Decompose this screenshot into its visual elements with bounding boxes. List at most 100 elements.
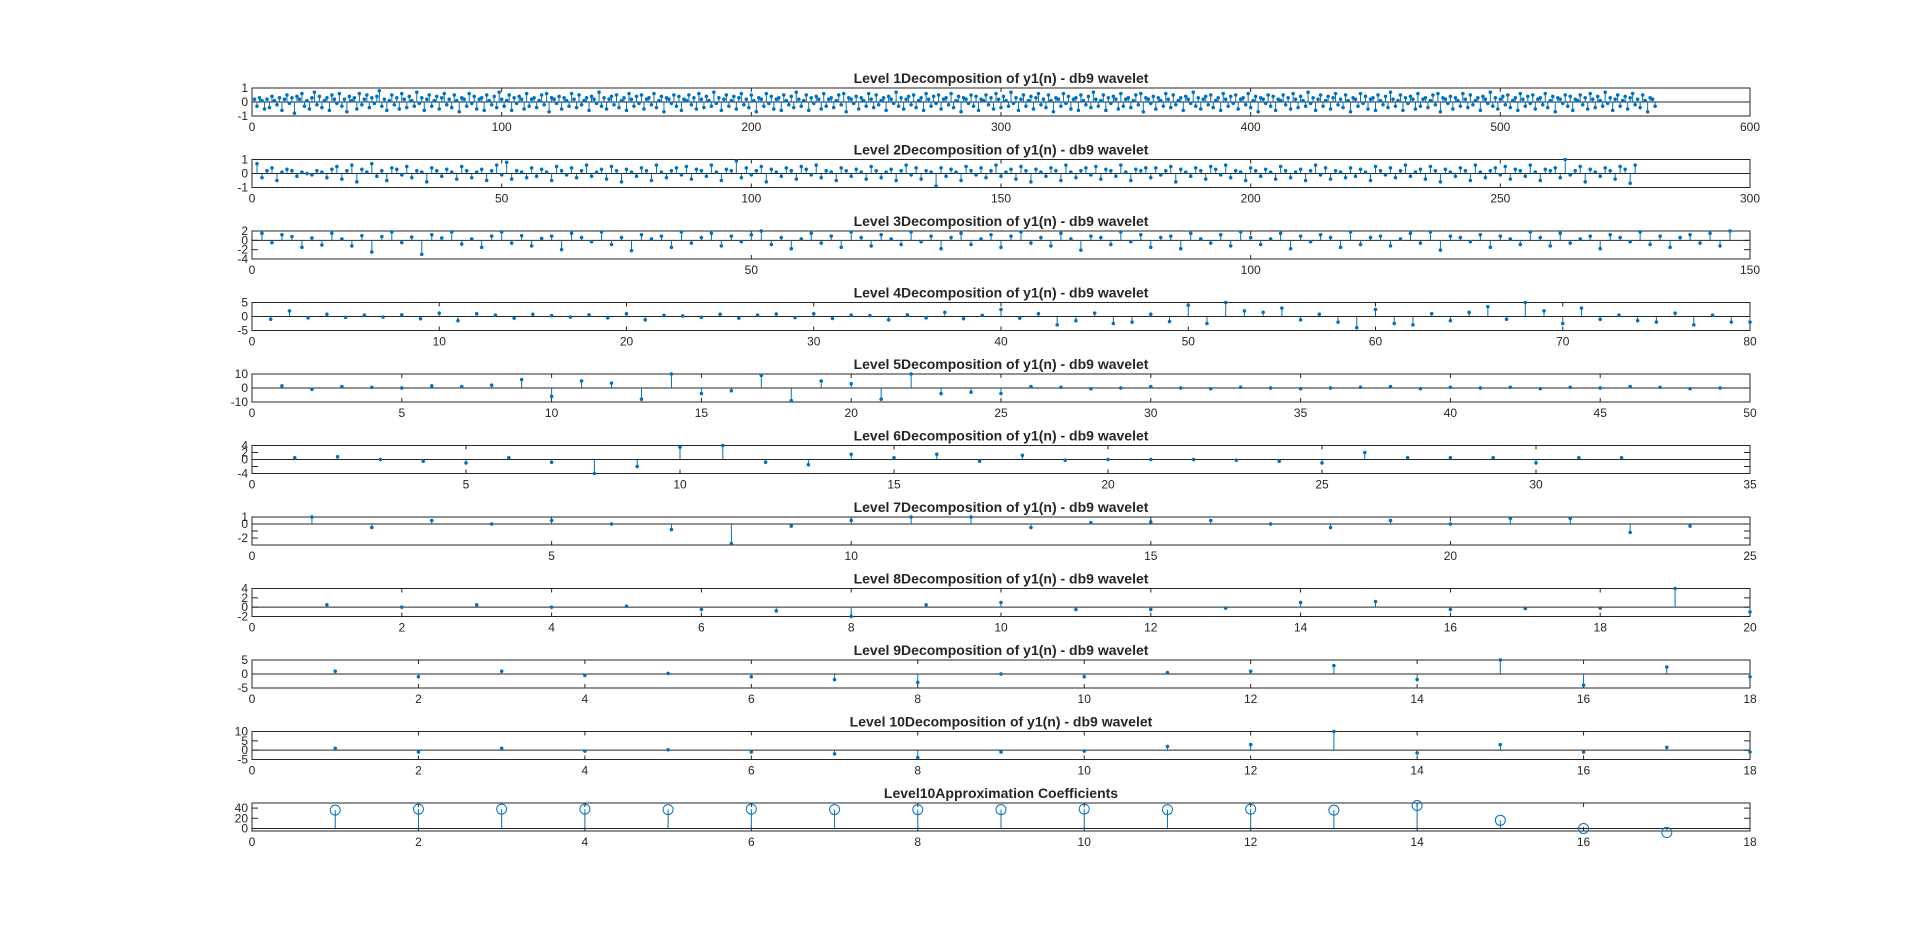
stem-marker (1024, 168, 1028, 173)
stem-marker (1648, 242, 1652, 247)
subplot-11: Level10Approximation Coefficients 0 2 4 6 8 10… (235, 785, 1757, 849)
stem-marker (672, 93, 676, 97)
x-tick-label: 100 (1241, 263, 1261, 277)
stem-marker (327, 108, 332, 113)
stem-marker (789, 168, 794, 173)
stem-marker (1161, 104, 1166, 109)
stem-marker (1508, 177, 1513, 181)
stem-marker (1392, 321, 1397, 326)
stem-marker (949, 167, 953, 172)
stem-marker (1748, 750, 1752, 754)
stem-marker (554, 101, 559, 106)
stem-marker (836, 93, 841, 97)
stem-marker (399, 240, 404, 245)
stem-marker (934, 452, 939, 457)
stem-marker (1228, 244, 1233, 248)
stem-marker (612, 102, 616, 107)
stem-marker (1545, 105, 1550, 110)
stem-marker (1148, 245, 1153, 250)
stem-marker (999, 600, 1003, 605)
stem-marker (779, 235, 784, 240)
stem-marker (414, 168, 419, 173)
stem-marker (1223, 606, 1228, 610)
stem-marker (467, 91, 472, 96)
stem-marker (1451, 107, 1455, 111)
y-tick-label: 5 (241, 734, 248, 748)
stem-marker (1710, 313, 1715, 317)
stem-marker (1593, 170, 1598, 174)
y-tick-label: -5 (237, 681, 248, 695)
stem-marker (416, 674, 421, 679)
stem-marker (714, 170, 719, 174)
stem-marker (894, 178, 898, 183)
stem-marker (989, 232, 993, 237)
stem-series (325, 586, 1752, 619)
stem-marker (879, 98, 884, 103)
stem-marker (643, 318, 648, 322)
stem-marker (609, 94, 614, 99)
stem-marker (926, 97, 931, 102)
stem-marker (1483, 97, 1488, 102)
stem-marker (1178, 167, 1183, 172)
stem-marker (355, 107, 359, 111)
stem-marker (300, 170, 304, 174)
stem-marker (457, 109, 462, 114)
stem-marker (399, 91, 404, 96)
stem-marker (849, 452, 854, 457)
stem-marker (499, 173, 504, 177)
stem-marker (679, 173, 684, 177)
x-tick-label: 14 (1294, 621, 1308, 635)
stem-marker (1044, 174, 1048, 179)
stem-marker (1291, 91, 1295, 96)
stem-marker (1585, 107, 1590, 111)
subplot-title: Level10Approximation Coefficients (884, 785, 1118, 801)
stem-marker (999, 307, 1003, 312)
stem-marker (1298, 167, 1303, 172)
stem-marker (1718, 244, 1722, 248)
x-tick-label: 20 (1101, 478, 1115, 492)
stem-marker (402, 97, 407, 102)
stem-marker (684, 98, 689, 103)
stem-marker (562, 95, 566, 100)
stem-marker (609, 381, 614, 385)
stem-marker (1520, 97, 1525, 102)
stem-marker (1518, 168, 1523, 173)
stem-marker (1418, 167, 1423, 172)
stem-marker (1580, 102, 1585, 107)
x-tick-label: 15 (695, 406, 709, 420)
x-tick-label: 10 (1078, 692, 1092, 706)
stem-marker (1610, 108, 1615, 113)
stem-marker (1148, 384, 1153, 389)
stem-marker (1066, 94, 1071, 99)
stem-marker (1528, 230, 1533, 234)
stem-marker (519, 233, 524, 238)
stem-marker (1593, 105, 1598, 110)
x-tick-label: 5 (463, 478, 470, 492)
stem-marker (1463, 168, 1468, 173)
stem-marker (452, 93, 457, 97)
stem-marker (1298, 94, 1303, 99)
stem-marker (909, 515, 913, 519)
stem-marker (1242, 309, 1247, 313)
stem-marker (1328, 525, 1333, 530)
stem-marker (1393, 175, 1398, 180)
stem-marker (834, 98, 839, 103)
stem-marker (806, 462, 811, 467)
stem-marker (554, 164, 559, 169)
stem-marker (994, 163, 998, 167)
stem-marker (479, 245, 484, 250)
stem-marker (1298, 234, 1303, 238)
stem-marker (1534, 461, 1538, 465)
stem-marker (429, 104, 434, 109)
stem-marker (1021, 93, 1026, 97)
stem-marker (1348, 230, 1353, 234)
stem-marker (951, 105, 956, 110)
stem-marker (687, 93, 691, 97)
stem-marker (419, 170, 424, 174)
stem-marker (946, 102, 951, 107)
stem-marker (1168, 105, 1173, 110)
stem-marker (1079, 168, 1083, 173)
stem-marker (729, 388, 734, 393)
stem-marker (489, 383, 494, 388)
stem-marker (1059, 231, 1063, 236)
